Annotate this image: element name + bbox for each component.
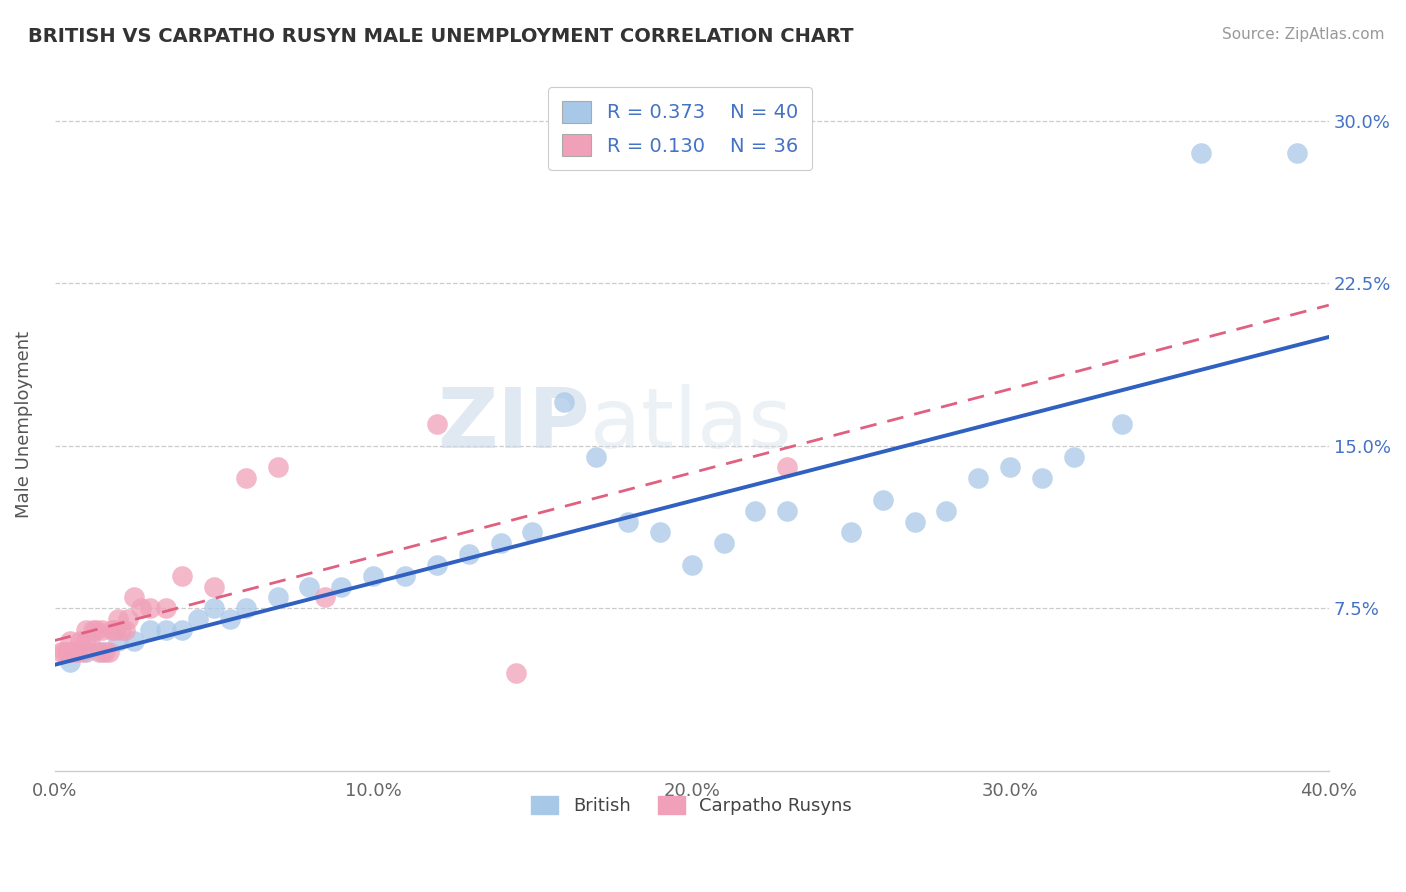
- Point: [84, 623, 107, 637]
- Point: [218, 612, 240, 626]
- Point: [82, 623, 104, 637]
- Point: [79, 633, 101, 648]
- Point: [53, 644, 76, 658]
- Point: [75, 644, 97, 658]
- Point: [1111, 417, 1133, 431]
- Point: [66, 644, 89, 658]
- Point: [967, 471, 990, 485]
- Point: [104, 623, 127, 637]
- Point: [69, 633, 91, 648]
- Point: [170, 568, 193, 582]
- Point: [59, 656, 82, 670]
- Point: [72, 644, 94, 658]
- Point: [361, 568, 384, 582]
- Point: [298, 580, 321, 594]
- Point: [457, 547, 479, 561]
- Point: [744, 504, 766, 518]
- Point: [202, 580, 225, 594]
- Point: [904, 515, 927, 529]
- Point: [59, 633, 82, 648]
- Text: BRITISH VS CARPATHO RUSYN MALE UNEMPLOYMENT CORRELATION CHART: BRITISH VS CARPATHO RUSYN MALE UNEMPLOYM…: [28, 27, 853, 45]
- Point: [998, 460, 1021, 475]
- Text: Source: ZipAtlas.com: Source: ZipAtlas.com: [1222, 27, 1385, 42]
- Point: [330, 580, 353, 594]
- Point: [170, 623, 193, 637]
- Point: [426, 417, 449, 431]
- Point: [394, 568, 416, 582]
- Point: [139, 623, 162, 637]
- Point: [129, 601, 152, 615]
- Point: [648, 525, 671, 540]
- Point: [155, 601, 177, 615]
- Point: [585, 450, 607, 464]
- Point: [776, 460, 799, 475]
- Point: [110, 623, 132, 637]
- Point: [91, 644, 114, 658]
- Point: [235, 601, 257, 615]
- Point: [553, 395, 575, 409]
- Point: [872, 492, 894, 507]
- Point: [75, 633, 97, 648]
- Point: [1031, 471, 1053, 485]
- Point: [155, 623, 177, 637]
- Point: [1189, 146, 1212, 161]
- Point: [266, 460, 288, 475]
- Point: [114, 623, 136, 637]
- Point: [681, 558, 703, 572]
- Point: [935, 504, 957, 518]
- Text: atlas: atlas: [589, 384, 792, 465]
- Point: [505, 666, 527, 681]
- Point: [314, 591, 336, 605]
- Text: ZIP: ZIP: [437, 384, 589, 465]
- Point: [107, 633, 129, 648]
- Point: [75, 623, 97, 637]
- Point: [101, 623, 124, 637]
- Legend: British, Carpatho Rusyns: British, Carpatho Rusyns: [522, 787, 860, 824]
- Point: [89, 644, 111, 658]
- Point: [122, 633, 145, 648]
- Point: [202, 601, 225, 615]
- Point: [97, 644, 120, 658]
- Point: [1063, 450, 1085, 464]
- Point: [713, 536, 735, 550]
- Point: [117, 612, 139, 626]
- Point: [522, 525, 544, 540]
- Point: [49, 644, 72, 658]
- Point: [266, 591, 288, 605]
- Point: [1285, 146, 1308, 161]
- Point: [839, 525, 862, 540]
- Point: [139, 601, 162, 615]
- Point: [91, 623, 114, 637]
- Point: [62, 644, 84, 658]
- Point: [235, 471, 257, 485]
- Point: [489, 536, 512, 550]
- Point: [426, 558, 449, 572]
- Point: [59, 644, 82, 658]
- Point: [122, 591, 145, 605]
- Point: [107, 612, 129, 626]
- Y-axis label: Male Unemployment: Male Unemployment: [15, 331, 32, 517]
- Point: [56, 644, 79, 658]
- Point: [617, 515, 640, 529]
- Point: [94, 644, 117, 658]
- Point: [776, 504, 799, 518]
- Point: [187, 612, 209, 626]
